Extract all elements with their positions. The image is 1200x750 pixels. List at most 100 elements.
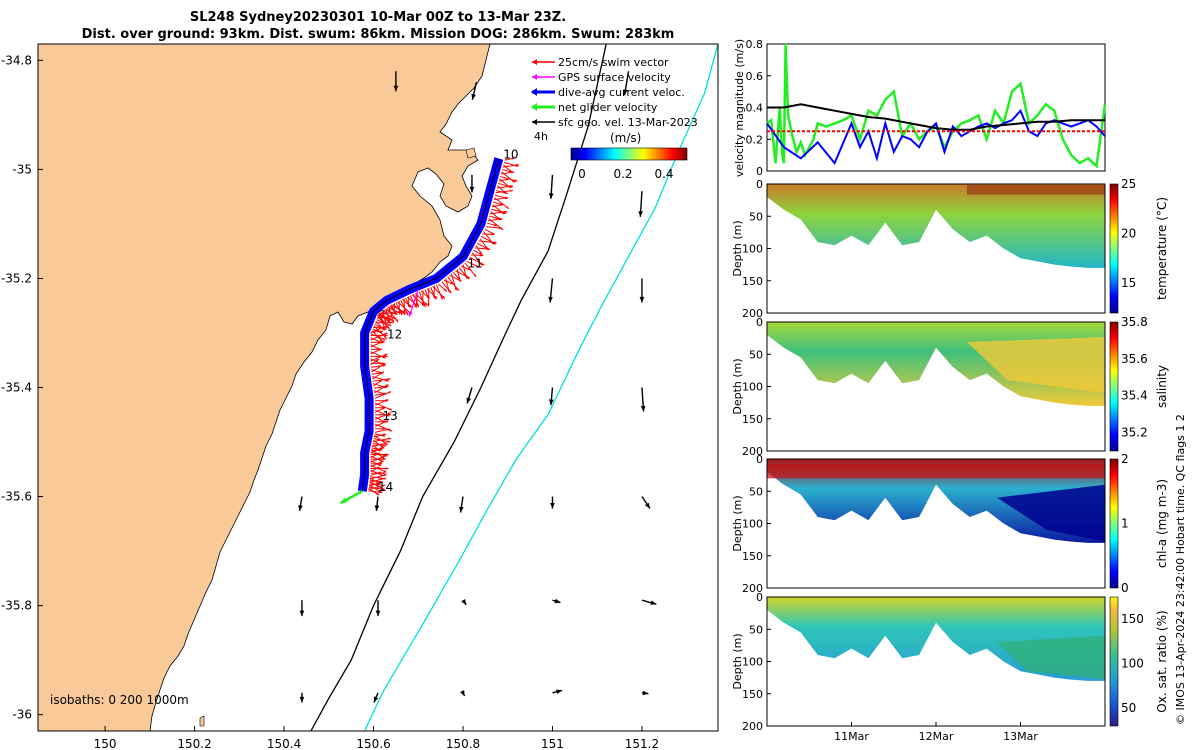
swim-vector-head xyxy=(379,461,383,464)
swim-vector-head xyxy=(381,340,385,343)
section-temperature-section: 0 50 100 150 200 Depth (m) 15 20 25 temperature (… xyxy=(731,177,1169,320)
swim-vector-head xyxy=(383,477,387,480)
swim-vector-head xyxy=(458,278,462,282)
swim-vector xyxy=(489,210,508,215)
swim-vector-head xyxy=(401,311,405,314)
swim-vector-head xyxy=(440,296,443,300)
swim-vector-head xyxy=(379,380,382,383)
section-ytick-label: 100 xyxy=(742,381,763,394)
geo-vector-head xyxy=(298,505,303,511)
swim-vector-head xyxy=(379,462,383,465)
swim-vector-head xyxy=(473,273,477,277)
swim-vector-head xyxy=(385,420,389,423)
swim-vector xyxy=(432,285,446,299)
day-label: 13 xyxy=(382,409,397,423)
isobath-1000m xyxy=(364,44,718,731)
section-high-salinity xyxy=(967,337,1105,393)
section-ytick-label: 150 xyxy=(742,413,763,426)
swim-vector-head xyxy=(387,440,391,443)
swim-vector-head xyxy=(382,407,386,410)
map-ytick-label: -35.2 xyxy=(1,271,32,285)
section-chl-low xyxy=(997,484,1105,542)
swim-vector-head xyxy=(385,384,389,387)
geo-vector-head xyxy=(461,599,467,605)
map-axes: 150 150.2 150.4 150.6 150.8 151 151.2 -34.8 -35 -… xyxy=(1,53,659,750)
geo-vector-head xyxy=(374,696,379,703)
swim-vector-head xyxy=(388,323,392,326)
swim-vector-head xyxy=(376,483,380,486)
legend-geo: sfc geo. vel. 13-Mar-2023 xyxy=(558,116,698,129)
velocity-ylabel: velocity magnitude (m/s) xyxy=(733,39,746,177)
swim-vector-head xyxy=(481,263,485,266)
day-label: 14 xyxy=(378,480,393,494)
vel-ytick-label: 0.4 xyxy=(746,102,764,115)
map-ytick-label: -35.6 xyxy=(1,490,32,504)
swim-vector-head xyxy=(448,290,452,294)
section-ox-low xyxy=(997,635,1105,680)
map-ytick-label: -35 xyxy=(12,162,32,176)
swim-vector-head xyxy=(516,164,519,167)
map-xtick-label: 150.6 xyxy=(356,737,390,750)
swim-vector-head xyxy=(506,178,509,181)
vel-ytick-label: 0 xyxy=(756,165,763,178)
swim-vector-head xyxy=(416,304,419,307)
swim-vector-head xyxy=(384,325,388,329)
vel-series-sfc-geo-velocity xyxy=(767,103,1105,131)
swim-vector-head xyxy=(382,363,386,366)
swim-vector-head xyxy=(491,233,495,236)
isobaths xyxy=(310,44,718,731)
swim-vector xyxy=(480,235,497,245)
swim-vector xyxy=(370,332,388,341)
swim-vector-head xyxy=(499,217,503,221)
swim-vector-head xyxy=(424,302,428,306)
swim-vector-head xyxy=(385,467,389,470)
section-colorbar xyxy=(1109,596,1119,727)
section-ytick-label: 50 xyxy=(749,623,763,636)
legend-swim: 25cm/s swim vector xyxy=(558,56,669,69)
speed-colorbar xyxy=(570,147,688,161)
swim-vector-head xyxy=(381,362,385,365)
section-field xyxy=(767,459,1105,543)
colorbar-label: (m/s) xyxy=(610,131,641,145)
geo-vector-head xyxy=(471,93,476,100)
map-xtick-label: 150.8 xyxy=(446,737,480,750)
swim-vector-head xyxy=(475,264,479,268)
geo-vector-head xyxy=(375,610,381,617)
swim-vector-head xyxy=(382,484,386,487)
swim-vector-head xyxy=(383,327,387,330)
swim-vector-head xyxy=(511,171,514,174)
swim-vector-head xyxy=(379,480,383,483)
legend-swim-arrow xyxy=(532,59,537,65)
section-ytick-label: 150 xyxy=(742,550,763,563)
swim-vector-head xyxy=(376,492,380,496)
geo-vector-head xyxy=(299,696,305,703)
section-chlorophyll-a-section: 0 50 100 150 200 Depth (m) 0 1 2 chl-a (mg m-3) xyxy=(731,452,1169,595)
island xyxy=(199,715,205,727)
net-glider-vector-head xyxy=(340,497,348,504)
swim-vector-head xyxy=(381,487,385,491)
day-label: 11 xyxy=(467,257,482,271)
section-xtick-label: 13Mar xyxy=(1003,730,1038,743)
swim-vector-head xyxy=(480,254,484,257)
swim-vector-head xyxy=(422,304,426,307)
geo-vector-head xyxy=(549,399,554,406)
swim-vector-head xyxy=(511,157,515,160)
section-ytick-label: 100 xyxy=(742,656,763,669)
swim-vector-head xyxy=(382,427,386,430)
legend-net: net glider velocity xyxy=(558,101,658,114)
swim-vector-head xyxy=(426,295,430,299)
map-ytick-label: -35.8 xyxy=(1,599,32,613)
swim-vector-head xyxy=(377,482,381,485)
credit-text: © IMOS 13-Apr-2024 23:42:00 Hobart time.… xyxy=(1174,414,1187,725)
swim-vector-head xyxy=(384,336,387,339)
swim-vector-head xyxy=(504,210,508,213)
swim-vector-head xyxy=(494,224,497,227)
velocity-panel: velocity magnitude (m/s) 0 0.2 0.4 0.6 0.8 xyxy=(733,38,1107,178)
section-colorbar-label: chl-a (mg m-3) xyxy=(1155,479,1169,568)
swim-vector-head xyxy=(510,185,514,188)
section-ctick-label: 35.2 xyxy=(1121,426,1148,440)
section-ytick-label: 100 xyxy=(742,243,763,256)
geo-vector-head xyxy=(644,502,650,509)
colorbar-tick-0: 0 xyxy=(578,167,586,181)
